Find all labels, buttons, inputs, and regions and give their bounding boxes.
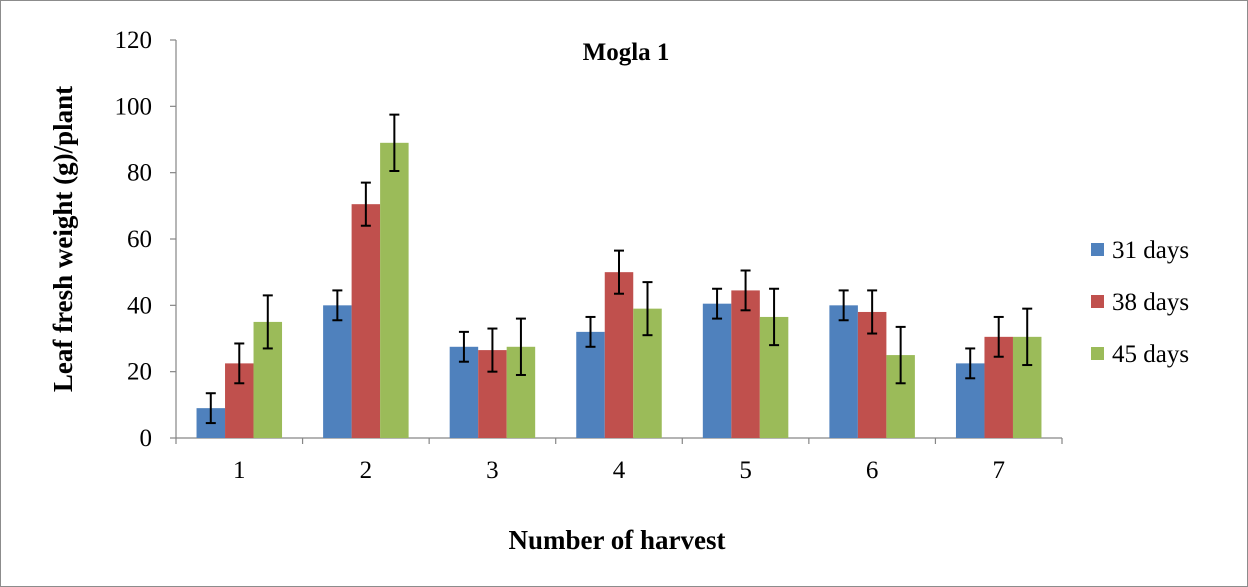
x-tick-label: 7	[992, 457, 1005, 484]
legend: 31 days 38 days 45 days	[1091, 237, 1189, 368]
x-tick-label: 1	[233, 457, 246, 484]
bar	[323, 305, 352, 438]
bar	[702, 303, 732, 438]
bar	[604, 272, 634, 438]
y-tick-label: 0	[140, 425, 153, 452]
legend-swatch	[1091, 295, 1104, 308]
bar	[351, 204, 381, 438]
y-tick-label: 120	[115, 27, 153, 54]
y-tick-label: 100	[115, 93, 153, 120]
y-tick-label: 20	[127, 359, 152, 386]
legend-label: 31 days	[1112, 237, 1189, 264]
y-tick-label: 60	[127, 226, 152, 253]
bar	[576, 331, 605, 438]
bar	[380, 142, 409, 439]
legend-label: 45 days	[1112, 341, 1189, 368]
x-tick-label: 6	[866, 457, 879, 484]
error-bars-group	[205, 113, 1033, 425]
x-tick-label: 2	[360, 457, 373, 484]
y-tick-label: 40	[127, 292, 152, 319]
x-axis-title: Number of harvest	[509, 525, 726, 555]
bar	[829, 305, 858, 438]
x-tick-label: 4	[613, 457, 626, 484]
legend-label: 38 days	[1112, 289, 1189, 316]
bar	[731, 290, 760, 438]
x-tick-label: 3	[486, 457, 499, 484]
legend-swatch	[1091, 347, 1104, 360]
y-tick-label: 80	[127, 160, 152, 187]
x-axis-ticks: 1 2 3 4 5 6 7	[175, 438, 1063, 484]
y-axis-title: Leaf fresh weight (g)/plant	[48, 86, 78, 392]
legend-swatch	[1091, 243, 1104, 256]
plot-area: 0 20 40 60 80 100 120 1 2 3 4 5 6 7	[115, 27, 1063, 484]
chart-title: Mogla 1	[583, 39, 670, 66]
x-tick-label: 5	[739, 457, 752, 484]
y-axis-ticks: 0 20 40 60 80 100 120	[115, 27, 176, 452]
